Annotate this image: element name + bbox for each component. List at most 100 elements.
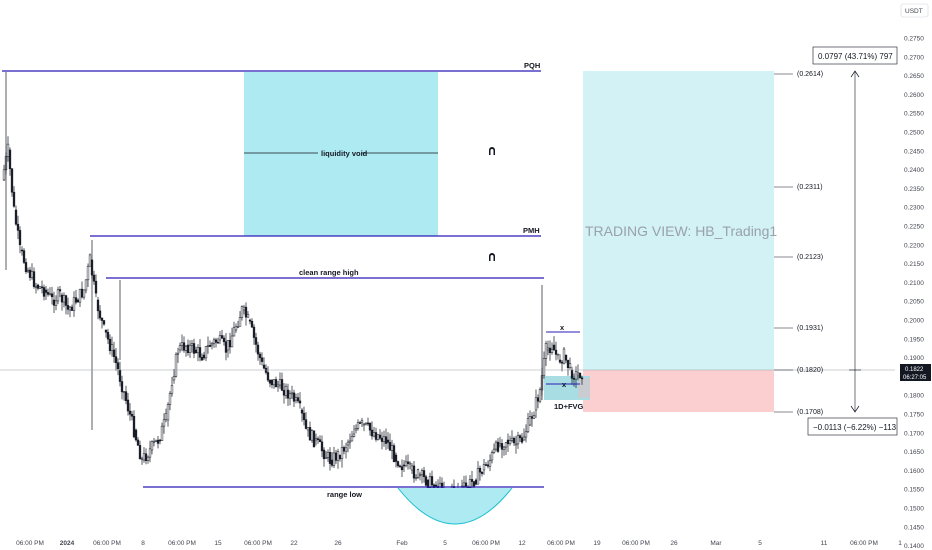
candle-body [350,436,354,442]
candle-body [422,470,426,477]
candle-body [30,271,34,278]
profit-box[interactable] [812,46,898,65]
candle-body [50,293,54,298]
price-tick-label: 0.2300 [904,205,924,212]
candle-body [182,342,186,351]
candle-body [322,449,326,460]
candle-body [276,384,280,388]
price-axis[interactable]: USDT 0.2750 0.2700 0.2650 0.2600 0.2550 0.250… [900,3,931,550]
loss-box-text: −0.0113 (−6.22%) −113 [813,423,897,432]
candle-body [116,362,120,370]
candle-body [358,422,362,424]
candle-body [224,341,228,353]
candle-body [118,369,122,382]
candle-body [140,458,144,460]
candle-body [56,289,60,302]
candle-body [142,453,146,461]
candle-body [252,326,256,338]
candle-body [570,369,574,379]
loss-box[interactable] [807,417,898,436]
candle-body [522,436,526,441]
candle-body [306,427,310,431]
candle-body [290,392,294,395]
candle-body [222,337,226,342]
price-tick-label: 0.1550 [904,487,924,494]
time-axis[interactable]: 06:00 PM 2024 06:00 PM 8 06:00 PM 15 06:00 PM 2… [16,540,902,547]
candle-body [546,347,550,351]
candle-body [92,274,96,282]
candle-body [332,452,336,466]
time-tick-label: 06:00 PM [244,540,272,547]
candle-body [354,428,358,431]
pqh-label: PQH [524,61,540,70]
candle-body [408,462,412,465]
candle-body [20,249,24,252]
liquidity-void-label: liquidity void [321,149,368,158]
candle-body [356,422,360,429]
candle-body [394,454,398,462]
candle-body [282,390,286,396]
candle-body [486,464,490,467]
candle-body [202,354,206,359]
candle-body [26,270,30,273]
candle-body [392,445,396,463]
candle-body [38,286,42,289]
candle-body [342,447,346,452]
candle-body [88,254,92,267]
candle-body [18,230,22,245]
candle-body [208,345,212,347]
candle-body [364,422,368,425]
time-tick-label: 11 [821,540,828,547]
position-stop-zone[interactable] [583,370,774,412]
candle-body [532,415,536,419]
candle-body [348,440,352,443]
candle-body [386,439,390,443]
candle-body [138,445,142,460]
entry-price-label: (0.1820) [797,367,823,374]
price-tick-label: 0.2350 [904,186,924,193]
candle-body [526,418,530,433]
candle-body [248,319,252,322]
candle-body [120,381,124,393]
candle-body [336,451,340,461]
candle-body [218,335,222,341]
candle-body [292,392,296,402]
x-top-label: x [560,323,565,332]
time-tick-label: 06:00 PM [850,540,878,547]
candle-body [238,317,242,327]
candle-body [476,467,480,485]
candle-body [512,437,516,444]
candle-body [324,457,328,460]
time-tick-label: 06:00 PM [547,540,575,547]
candle-body [382,436,386,442]
candle-body [190,343,194,346]
candle-body [326,452,330,458]
price-tick-label: 0.2600 [904,92,924,99]
currency-badge[interactable] [900,3,929,18]
candle-body [414,477,418,479]
liquidity-sweep-arc [397,487,513,525]
candle-body [62,295,66,303]
candle-body [300,409,304,414]
candle-body [150,441,154,451]
candle-body [378,434,382,439]
candle-body [372,432,376,437]
candle-body [206,345,210,347]
current-price-value: 0.1822 [905,367,924,373]
candle-body [6,143,10,157]
time-tick-label: 15 [214,540,222,547]
candle-body [24,262,28,273]
position-target-zone[interactable] [583,71,774,370]
candle-body [164,413,168,421]
candle-body [494,441,498,450]
candle-body [86,265,90,281]
candle-body [410,465,414,471]
candle-body [254,337,258,345]
current-price-badge [900,364,931,381]
candle-body [270,379,274,386]
candle-body [12,191,16,207]
candle-body [168,392,172,405]
magnet-icon-2 [489,253,495,261]
candle-body [304,419,308,429]
